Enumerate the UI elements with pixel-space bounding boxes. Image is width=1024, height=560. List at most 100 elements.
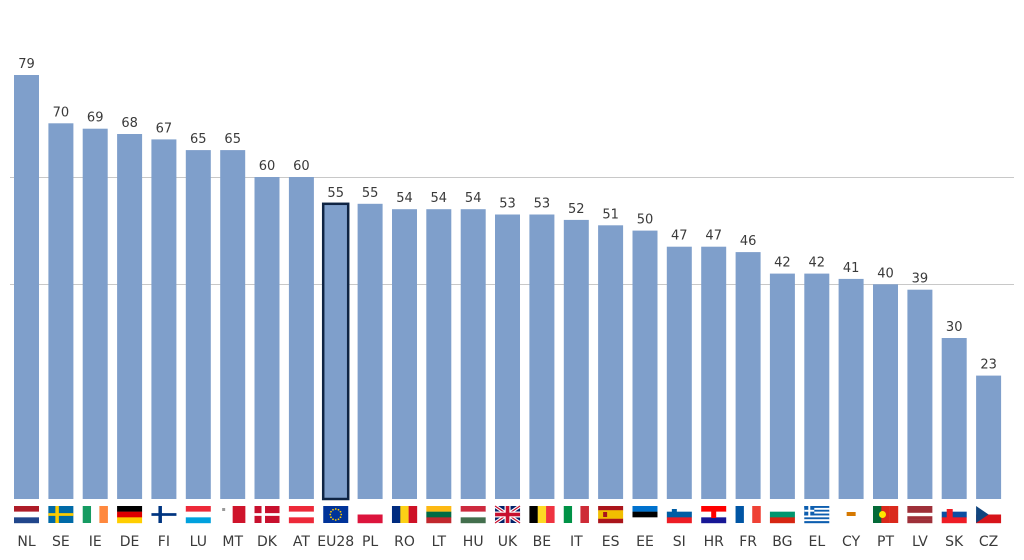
data-label: 70 xyxy=(53,105,70,120)
x-tick-label: FI xyxy=(158,534,170,550)
x-tick-label: FR xyxy=(739,534,757,550)
bar xyxy=(185,150,211,499)
data-label: 40 xyxy=(877,266,894,281)
bar xyxy=(357,203,383,500)
es-flag-icon xyxy=(598,506,624,524)
bar xyxy=(976,375,1002,499)
x-tick-label: HR xyxy=(704,534,725,550)
uk-flag-icon xyxy=(494,504,522,525)
it-flag-icon xyxy=(563,506,589,523)
data-label: 65 xyxy=(224,132,241,147)
pl-flag-icon xyxy=(357,506,383,524)
data-label: 67 xyxy=(156,121,173,136)
data-label: 55 xyxy=(362,186,379,201)
x-tick-label: NL xyxy=(17,534,35,550)
lt-flag-icon xyxy=(426,506,452,524)
data-label: 50 xyxy=(637,213,654,228)
data-label: 53 xyxy=(499,197,516,212)
hr-flag-icon xyxy=(701,506,727,524)
bar xyxy=(838,278,864,499)
data-label: 46 xyxy=(740,234,757,249)
bar xyxy=(769,273,795,499)
bar xyxy=(460,209,486,499)
bar xyxy=(14,75,39,499)
data-label: 60 xyxy=(293,159,310,174)
bar xyxy=(117,134,143,499)
x-tick-label: MT xyxy=(222,534,243,550)
data-label: 39 xyxy=(912,272,929,287)
x-tick-label: CY xyxy=(842,534,861,550)
bar xyxy=(735,252,761,499)
bar xyxy=(666,246,692,499)
data-label: 79 xyxy=(18,57,35,72)
mt-flag-icon xyxy=(220,506,246,523)
bar xyxy=(392,209,417,499)
bar xyxy=(288,177,314,499)
x-tick-label: BG xyxy=(772,534,792,550)
data-label: 47 xyxy=(671,229,688,244)
x-tick-label: LT xyxy=(432,534,447,550)
data-label: 41 xyxy=(843,261,860,276)
de-flag-icon xyxy=(117,506,143,524)
x-tick-label: DK xyxy=(257,534,278,550)
x-tick-label: LU xyxy=(190,534,207,550)
x-tick-label: EL xyxy=(808,534,825,550)
x-tick-label: EU28 xyxy=(317,534,354,550)
bar xyxy=(701,246,727,499)
bar xyxy=(254,177,280,499)
x-tick-label: PL xyxy=(362,534,378,550)
data-label: 54 xyxy=(465,191,482,206)
se-flag-icon xyxy=(48,506,74,523)
x-tick-label: AT xyxy=(293,534,310,550)
fr-flag-icon xyxy=(735,506,761,523)
x-tick-label: DE xyxy=(120,534,140,550)
lu-flag-icon xyxy=(185,506,211,524)
el-flag-icon xyxy=(804,506,830,524)
data-label: 54 xyxy=(396,191,413,206)
data-label: 55 xyxy=(327,186,344,201)
x-tick-label: EE xyxy=(636,534,654,550)
bar xyxy=(598,225,624,500)
data-label: 42 xyxy=(774,256,791,271)
nl-flag-icon xyxy=(14,506,39,524)
x-tick-label: RO xyxy=(394,534,415,550)
pt-flag-icon xyxy=(873,506,899,523)
data-label: 60 xyxy=(259,159,276,174)
x-tick-label: IE xyxy=(89,534,102,550)
at-flag-icon xyxy=(288,506,314,524)
x-tick-label: CZ xyxy=(979,534,998,550)
lv-flag-icon xyxy=(907,506,933,524)
data-label: 52 xyxy=(568,202,585,217)
x-tick-label: SK xyxy=(945,534,964,550)
cy-flag-icon xyxy=(838,506,864,523)
data-label: 68 xyxy=(121,116,138,131)
data-label: 51 xyxy=(602,207,619,222)
bar xyxy=(48,123,74,500)
fi-flag-icon xyxy=(151,506,177,523)
bar xyxy=(495,214,520,499)
hu-flag-icon xyxy=(460,506,486,524)
sk-flag-icon xyxy=(941,506,967,524)
ee-flag-icon xyxy=(632,506,658,524)
bar xyxy=(873,284,898,499)
x-tick-label: UK xyxy=(498,534,518,550)
data-label: 53 xyxy=(534,197,551,212)
ro-flag-icon xyxy=(391,506,418,523)
data-label: 42 xyxy=(809,256,826,271)
data-label: 54 xyxy=(431,191,448,206)
bar xyxy=(632,230,658,499)
x-tick-label: LV xyxy=(912,534,928,550)
bar xyxy=(941,338,967,499)
bar xyxy=(426,209,452,499)
bar xyxy=(529,214,555,499)
si-flag-icon xyxy=(666,506,692,524)
data-label: 23 xyxy=(980,358,997,373)
x-tick-label: SE xyxy=(52,534,70,550)
cz-flag-icon xyxy=(976,506,1002,524)
bar xyxy=(563,219,589,499)
x-tick-label: PT xyxy=(877,534,894,550)
bar xyxy=(82,128,108,499)
bar xyxy=(321,202,350,501)
bar xyxy=(907,289,933,499)
x-tick-label: SI xyxy=(673,534,686,550)
